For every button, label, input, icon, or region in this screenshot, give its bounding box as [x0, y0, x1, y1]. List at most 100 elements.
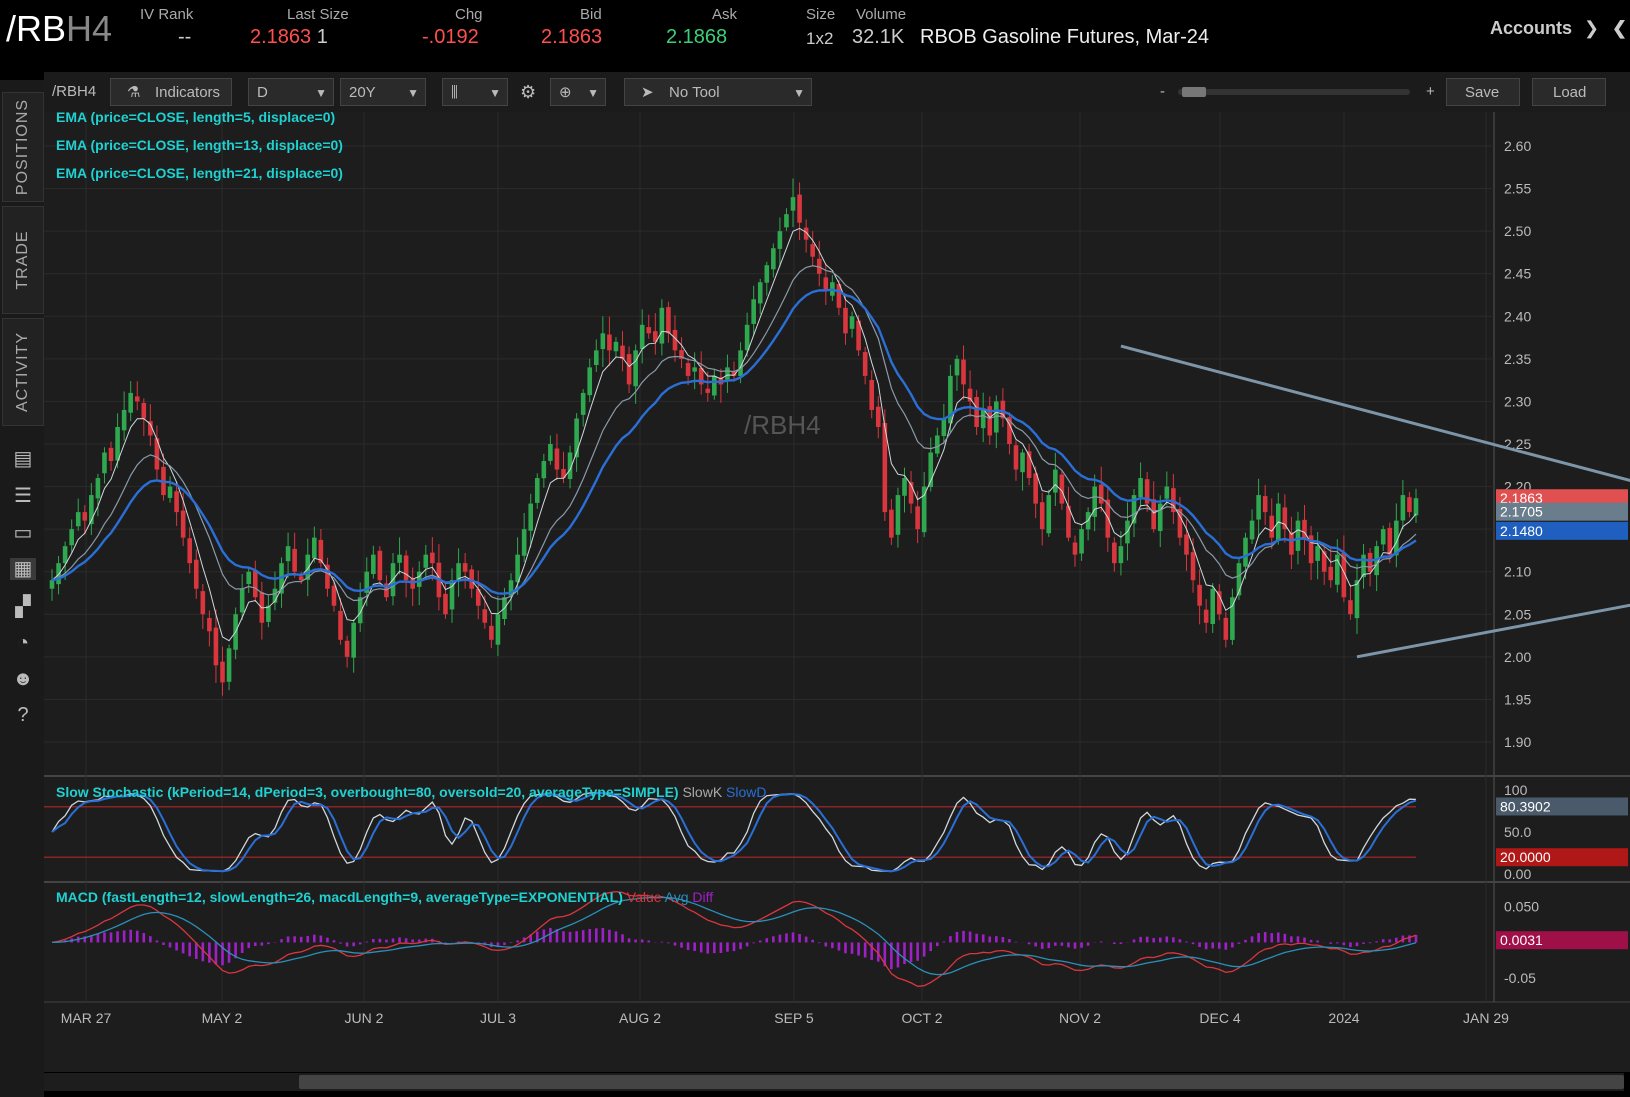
candle-body	[941, 418, 947, 436]
candle-body	[1118, 546, 1124, 564]
chart-style-select[interactable]: ⫼ ▼	[442, 78, 508, 106]
y-tick-label: 2.40	[1504, 308, 1531, 324]
candle-body	[1138, 478, 1143, 498]
stochastic-k-value: 80.3902	[1500, 798, 1551, 814]
candle-body	[82, 512, 88, 521]
tool-select[interactable]: ➤ No Tool ▼	[624, 78, 812, 106]
oversold-value: 20.0000	[1500, 849, 1551, 865]
symbol-contract: H4	[66, 8, 113, 49]
candle-body	[534, 478, 540, 503]
candle-body	[967, 388, 973, 402]
x-tick-label: AUG 2	[619, 1010, 661, 1026]
candle-body	[679, 350, 684, 359]
candle-body	[416, 571, 422, 587]
drawing-select[interactable]: ⊕ ▼	[550, 78, 606, 106]
list-icon[interactable]: ☰	[14, 485, 32, 507]
candle-body	[1269, 515, 1275, 538]
stochastic-tick-label: 100	[1504, 782, 1528, 798]
candle-body	[961, 359, 966, 385]
tab-trade[interactable]: TRADE	[2, 206, 44, 314]
candle-body	[1131, 495, 1137, 524]
candle-body	[1230, 597, 1235, 640]
candle-body	[698, 367, 704, 385]
candle-body	[174, 491, 179, 513]
accounts-menu[interactable]: Accounts	[1490, 18, 1573, 38]
save-button[interactable]: Save	[1446, 78, 1520, 106]
tab-positions-label: POSITIONS	[14, 98, 31, 196]
price-axis-panel	[1494, 112, 1630, 1072]
range-value: 20Y	[349, 84, 376, 101]
candle-body	[351, 622, 356, 658]
cursor-icon: ➤	[641, 84, 654, 101]
candle-body	[115, 426, 120, 461]
macd-legend: MACD (fastLength=12, slowLength=26, macd…	[56, 889, 713, 905]
tv-icon[interactable]: ▭	[13, 522, 33, 544]
indicators-button[interactable]: Indicators ⚗	[110, 78, 232, 106]
people-icon[interactable]: ☻	[12, 668, 34, 690]
zoom-in-button[interactable]: +	[1426, 83, 1435, 100]
y-tick-label: 2.50	[1504, 223, 1531, 239]
candle-body	[934, 435, 940, 454]
candle-body	[482, 609, 488, 623]
candle-body	[862, 352, 868, 376]
candle-body	[89, 495, 94, 525]
candle-body	[1184, 534, 1189, 555]
candle-body	[659, 307, 665, 344]
macd-diff-legend: Diff	[692, 889, 713, 905]
ema-line-13	[51, 265, 1417, 602]
candle-body	[62, 546, 68, 564]
ema-legend: EMA (price=CLOSE, length=13, displace=0)	[56, 137, 343, 153]
zoom-slider[interactable]	[1178, 87, 1410, 97]
grid-icon[interactable]: ▞	[15, 596, 31, 618]
candle-body	[1380, 529, 1386, 545]
candle-body	[357, 597, 363, 624]
candle-body	[744, 324, 750, 351]
chart-icon[interactable]: ▦	[10, 558, 36, 580]
price-chart[interactable]: MAR 27 MAY 2 JUN 2 JUL 3 AUG 2 SEP 5 OCT 2 NOV …	[44, 112, 1630, 1072]
scrollbar-thumb[interactable]	[299, 1075, 1624, 1089]
candle-body	[1223, 617, 1229, 640]
tab-positions[interactable]: POSITIONS	[2, 92, 44, 202]
period-select[interactable]: D ▼	[248, 78, 334, 106]
gear-icon[interactable]: ⚙	[520, 82, 537, 102]
crosshair-icon: ⊕	[559, 84, 572, 101]
candle-body	[75, 512, 81, 527]
macd-tick-label: 0.050	[1504, 899, 1539, 915]
help-icon[interactable]: ?	[17, 704, 29, 726]
candle-body	[869, 379, 875, 410]
candle-body	[915, 506, 920, 530]
macd-tick-label: -0.05	[1504, 970, 1536, 986]
candle-body	[816, 258, 822, 274]
candle-body	[469, 569, 474, 589]
range-select[interactable]: 20Y ▼	[340, 78, 426, 106]
candle-body	[1236, 563, 1242, 596]
monitor-icon[interactable]: ▤	[13, 448, 33, 470]
zoom-slider-thumb[interactable]	[1182, 87, 1206, 97]
candle-body	[246, 571, 252, 585]
candle-body	[521, 529, 527, 556]
candle-body	[731, 371, 737, 376]
tab-activity[interactable]: ACTIVITY	[2, 318, 44, 426]
candle-body	[856, 320, 861, 351]
gauge-icon[interactable]: ◔	[16, 632, 30, 654]
oversold-marker	[1496, 848, 1628, 867]
trendline	[1120, 344, 1630, 483]
horizontal-scrollbar[interactable]	[44, 1073, 1624, 1091]
candle-body	[1308, 535, 1314, 564]
candle-body	[344, 640, 350, 657]
candle-body	[1105, 499, 1111, 538]
y-tick-label: 2.55	[1504, 181, 1531, 197]
load-button[interactable]: Load	[1532, 78, 1606, 106]
chevron-down-icon[interactable]: ❯	[1584, 18, 1600, 38]
candle-body	[836, 284, 842, 308]
candle-body	[751, 299, 756, 324]
quote-label: Bid	[580, 6, 602, 23]
candle-body	[207, 618, 212, 632]
candle-body	[1020, 452, 1025, 473]
collapse-icon[interactable]: ❮	[1612, 18, 1628, 38]
candle-body	[607, 334, 612, 351]
symbol-main: /RB	[6, 8, 67, 49]
zoom-out-button[interactable]: -	[1160, 83, 1165, 100]
candle-body	[1302, 519, 1307, 538]
candle-body	[928, 452, 934, 488]
